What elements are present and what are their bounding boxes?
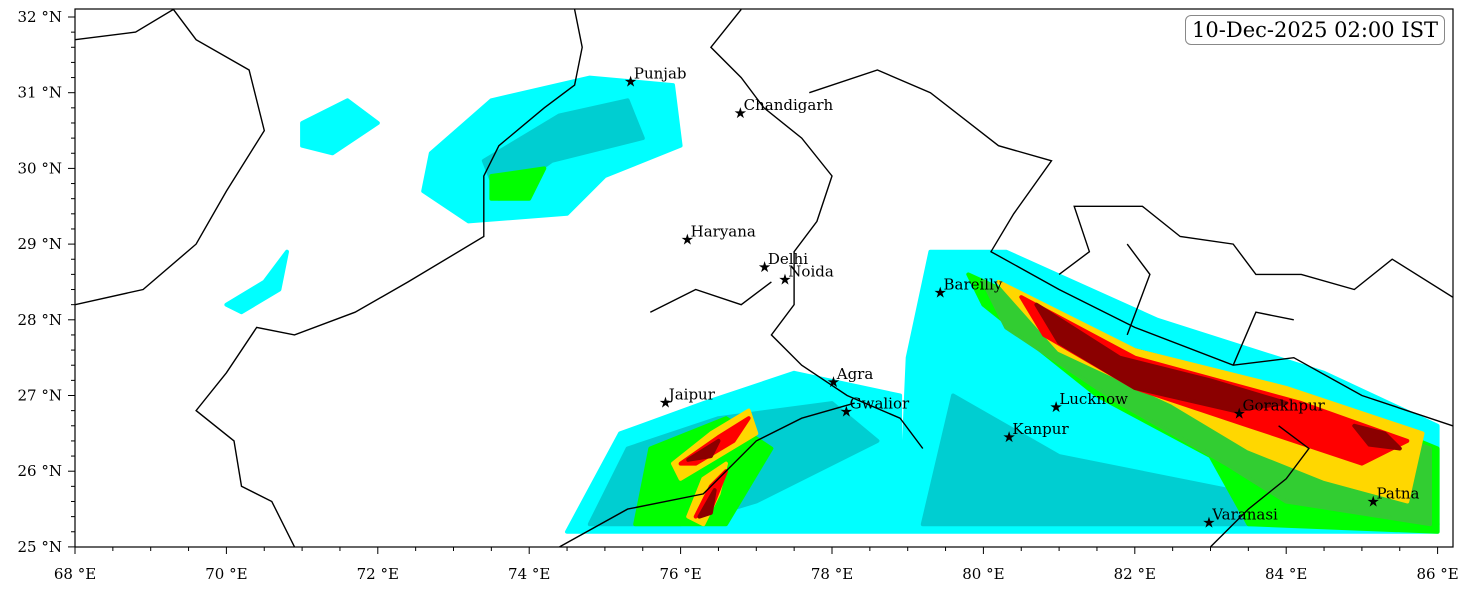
city-label: Varanasi [1211, 506, 1278, 524]
star-icon: ★ [827, 373, 840, 391]
x-tick-label: 76 °E [659, 565, 701, 583]
star-icon: ★ [933, 284, 946, 302]
x-tick-label: 78 °E [811, 565, 853, 583]
y-tick-label: 27 °N [18, 387, 62, 405]
city-label: Gorakhpur [1243, 397, 1326, 415]
star-icon: ★ [778, 271, 791, 289]
border-line [649, 281, 772, 313]
y-tick-label: 32 °N [18, 8, 62, 26]
boundary-lines [75, 9, 1453, 547]
axis-ticks: 68 °E 70 °E 72 °E 74 °E 76 °E 78 °E 80 °E 82 °E… [18, 8, 1459, 583]
star-icon: ★ [758, 258, 771, 276]
precip-region-level-0 [224, 249, 289, 315]
star-icon: ★ [1366, 492, 1379, 510]
border-line [1126, 243, 1151, 336]
precip-region-level-6 [697, 488, 717, 519]
x-tick-label: 86 °E [1416, 565, 1458, 583]
x-tick-label: 84 °E [1265, 565, 1307, 583]
border-line [809, 69, 1453, 427]
y-tick-label: 29 °N [18, 235, 62, 253]
precip-region-level-6 [1034, 302, 1289, 413]
y-tick-label: 26 °N [18, 462, 62, 480]
star-icon: ★ [1049, 398, 1062, 416]
precip-region-level-2 [489, 166, 547, 201]
star-icon: ★ [1233, 405, 1246, 423]
star-icon: ★ [840, 402, 853, 420]
border-line [195, 9, 583, 547]
border-line [1232, 311, 1294, 366]
y-tick-label: 30 °N [18, 159, 62, 177]
city-label: Patna [1376, 484, 1419, 502]
city-markers: ★Punjab★Chandigarh★Haryana★Delhi★Noida★B… [624, 64, 1420, 531]
x-tick-label: 70 °E [205, 565, 247, 583]
city-label: Gwalior [850, 394, 910, 412]
map-frame [74, 8, 1454, 548]
star-icon: ★ [1002, 428, 1015, 446]
x-tick-label: 82 °E [1114, 565, 1156, 583]
city-label: Noida [788, 263, 834, 281]
x-tick-label: 68 °E [54, 565, 96, 583]
star-icon: ★ [734, 104, 747, 122]
precip-region-level-6 [686, 438, 721, 462]
border-line [559, 402, 855, 547]
x-tick-label: 72 °E [357, 565, 399, 583]
border-line [75, 9, 266, 306]
border-line [709, 9, 924, 449]
star-icon: ★ [1202, 514, 1215, 532]
x-tick-label: 80 °E [962, 565, 1004, 583]
city-label: Agra [836, 365, 874, 383]
x-tick-label: 74 °E [508, 565, 550, 583]
y-tick-label: 25 °N [18, 538, 62, 556]
precipitation-layer [224, 75, 1440, 534]
precip-region-level-0 [300, 98, 380, 156]
city-label: Lucknow [1059, 390, 1128, 408]
y-tick-label: 28 °N [18, 311, 62, 329]
city-label: Delhi [768, 250, 808, 268]
star-icon: ★ [659, 393, 672, 411]
city-label: Haryana [691, 223, 756, 241]
border-line [1058, 205, 1453, 298]
border-line [75, 9, 174, 41]
timestamp-label: 10-Dec-2025 02:00 IST [1185, 15, 1445, 45]
city-label: Jaipur [667, 385, 716, 403]
border-line [1210, 425, 1310, 547]
city-label: Bareilly [943, 276, 1002, 294]
city-label: Kanpur [1012, 420, 1069, 438]
city-label: Chandigarh [744, 96, 834, 114]
star-icon: ★ [624, 72, 637, 90]
y-tick-label: 31 °N [18, 84, 62, 102]
star-icon: ★ [681, 231, 694, 249]
city-label: Punjab [634, 64, 687, 82]
precip-region-level-6 [1352, 423, 1402, 451]
